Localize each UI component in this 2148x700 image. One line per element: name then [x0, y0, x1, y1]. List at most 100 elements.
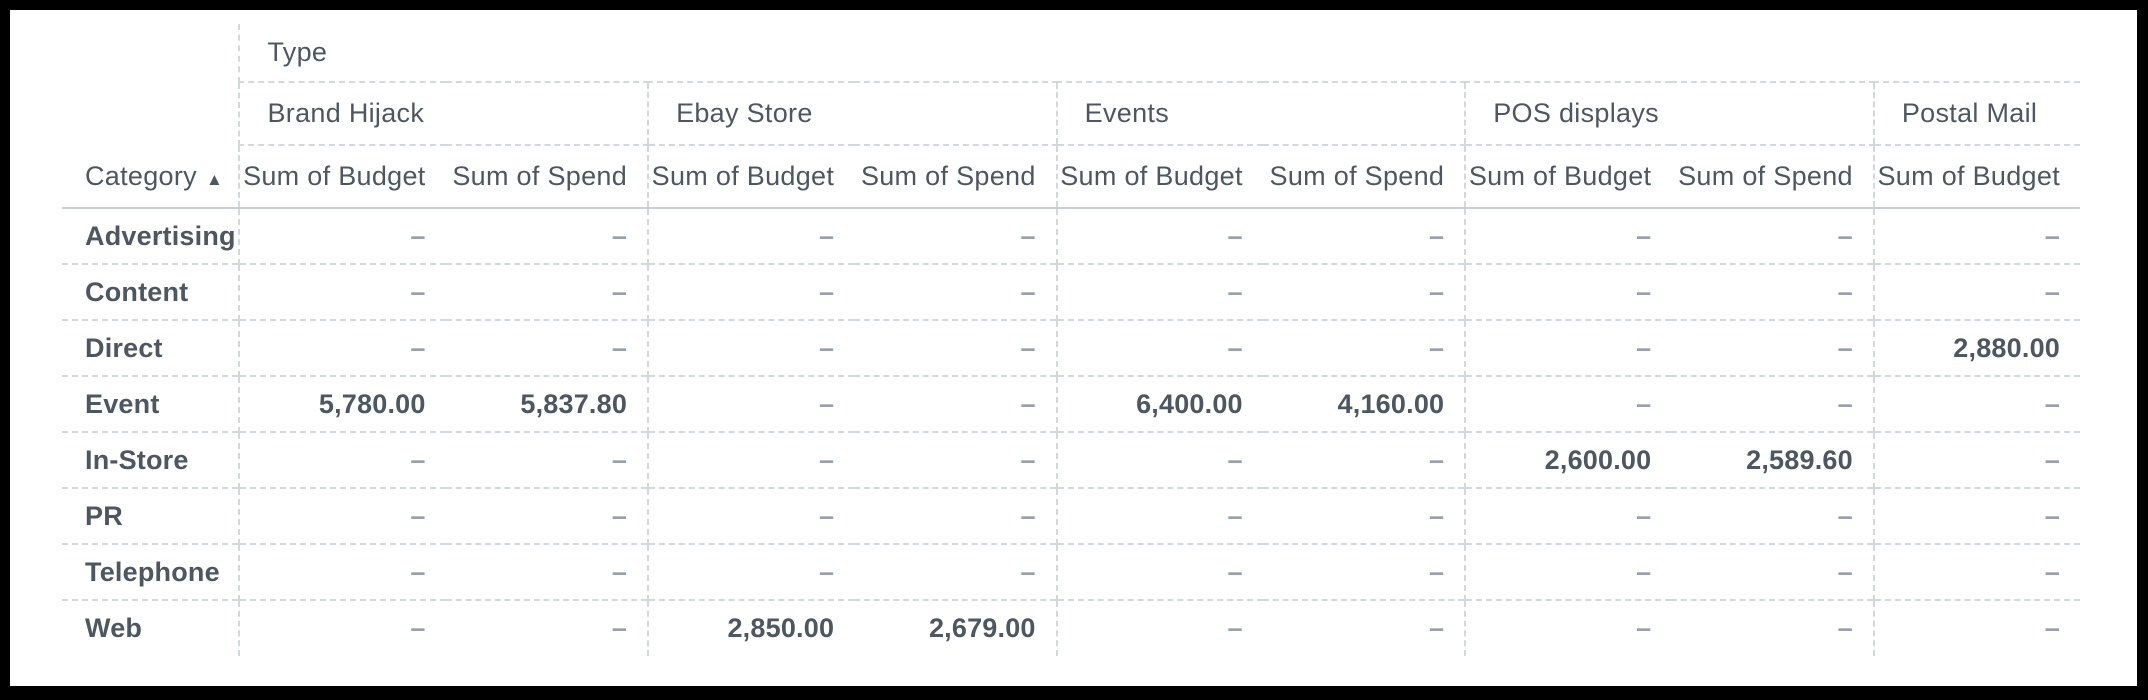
value-cell: –	[854, 375, 1057, 432]
sort-ascending-icon: ▲	[205, 169, 224, 189]
value-cell: –	[854, 263, 1057, 320]
value-cell: –	[445, 543, 649, 600]
table-row: Web – – 2,850.00 2,679.00 – – – – –	[62, 599, 2080, 656]
value-cell: –	[647, 375, 855, 432]
value-cell: –	[238, 599, 446, 656]
value-cell: –	[1055, 431, 1263, 488]
value-cell: 2,850.00	[647, 599, 855, 656]
value-cell: –	[1464, 543, 1672, 600]
value-cell: –	[1020, 220, 1036, 251]
row-label: Direct	[62, 319, 240, 376]
pivot-table: Type Brand Hijack Ebay Store Events POS …	[62, 24, 2080, 656]
column-group-label: Brand Hijack	[238, 82, 649, 146]
value-cell: –	[1055, 599, 1263, 656]
column-dimension-row: Type	[62, 24, 2080, 83]
value-cell: –	[1872, 431, 2080, 488]
column-dimension-title: Type	[238, 24, 2080, 83]
measure-column-header[interactable]: Sum of Spend	[445, 145, 649, 209]
measure-column-header[interactable]: Sum of Budget	[647, 145, 855, 209]
value-cell: –	[1429, 220, 1445, 251]
row-dimension-label: Category	[85, 160, 197, 191]
value-cell: –	[445, 487, 649, 544]
value-cell: –	[1464, 263, 1672, 320]
value-cell: 2,679.00	[854, 599, 1057, 656]
pivot-table-viewport: Type Brand Hijack Ebay Store Events POS …	[10, 10, 2080, 686]
column-group-label: Events	[1055, 82, 1466, 146]
value-cell: –	[238, 543, 446, 600]
table-row: In-Store – – – – – – 2,600.00 2,589.60 –	[62, 431, 2080, 488]
value-cell: –	[1872, 487, 2080, 544]
value-cell: –	[1055, 487, 1263, 544]
row-label: Content	[62, 263, 240, 320]
value-cell: –	[445, 431, 649, 488]
corner-spacer	[62, 82, 239, 145]
column-header-row: Category ▲ Sum of Budget Sum of Spend Sum…	[62, 145, 2080, 209]
value-cell: –	[1872, 208, 2080, 264]
value-cell: 2,600.00	[1464, 431, 1672, 488]
value-cell: –	[445, 599, 649, 656]
value-cell: –	[1872, 263, 2080, 320]
value-cell: –	[445, 319, 649, 376]
row-label: Telephone	[62, 543, 240, 600]
measure-column-header[interactable]: Sum of Budget	[1872, 145, 2080, 209]
table-row: Event 5,780.00 5,837.80 – – 6,400.00 4,1…	[62, 375, 2080, 432]
value-cell: –	[1671, 543, 1874, 600]
value-cell: –	[1262, 431, 1466, 488]
value-cell: –	[1872, 599, 2080, 656]
value-cell: –	[1671, 319, 1874, 376]
value-cell: –	[611, 220, 628, 251]
measure-column-header[interactable]: Sum of Budget	[1055, 145, 1263, 209]
value-cell: –	[1262, 263, 1466, 320]
value-cell: –	[1464, 375, 1672, 432]
pivot-widget-panel: Type Brand Hijack Ebay Store Events POS …	[10, 10, 2137, 686]
value-cell: –	[647, 431, 855, 488]
value-cell: –	[238, 487, 446, 544]
value-cell: –	[445, 263, 649, 320]
measure-column-header[interactable]: Sum of Budget	[238, 145, 446, 209]
value-cell: –	[238, 431, 446, 488]
row-label: Advertising	[85, 220, 236, 251]
row-label: Event	[62, 375, 240, 432]
value-cell: –	[854, 487, 1057, 544]
value-cell: 4,160.00	[1262, 375, 1466, 432]
value-cell: 6,400.00	[1055, 375, 1263, 432]
measure-column-header[interactable]: Sum of Spend	[1671, 145, 1874, 209]
value-cell: –	[647, 208, 855, 264]
value-cell: –	[1872, 543, 2080, 600]
column-group-label: Ebay Store	[647, 82, 1057, 146]
value-cell: 5,780.00	[238, 375, 446, 432]
value-cell: –	[1262, 319, 1466, 376]
value-cell: –	[1262, 543, 1466, 600]
value-cell: –	[1671, 263, 1874, 320]
column-group-row: Brand Hijack Ebay Store Events POS displ…	[62, 82, 2080, 146]
value-cell: –	[647, 263, 855, 320]
value-cell: 2,880.00	[1872, 319, 2080, 376]
table-row: Direct – – – – – – – – 2,880.00	[62, 319, 2080, 376]
measure-column-header[interactable]: Sum of Spend	[854, 145, 1057, 209]
value-cell: –	[1671, 599, 1874, 656]
measure-column-header[interactable]: Sum of Spend	[1262, 145, 1466, 209]
table-row: Advertising – – – – – – – – –	[62, 208, 2080, 264]
value-cell: –	[1671, 487, 1874, 544]
value-cell: –	[1671, 375, 1874, 432]
value-cell: –	[647, 319, 855, 376]
value-cell: –	[1262, 599, 1466, 656]
value-cell: –	[1464, 599, 1672, 656]
value-cell: –	[1464, 319, 1672, 376]
value-cell: –	[238, 263, 446, 320]
row-label: Web	[62, 599, 240, 656]
measure-column-header[interactable]: Sum of Budget	[1464, 145, 1672, 209]
column-group-label: POS displays	[1464, 82, 1874, 146]
value-cell: –	[1055, 263, 1263, 320]
value-cell: –	[647, 543, 855, 600]
corner-spacer	[62, 24, 239, 82]
value-cell: –	[1464, 208, 1672, 264]
value-cell: 2,589.60	[1671, 431, 1874, 488]
value-cell: –	[854, 431, 1057, 488]
row-label: In-Store	[62, 431, 240, 488]
row-dimension-header[interactable]: Category ▲	[62, 145, 240, 209]
value-cell: –	[854, 319, 1057, 376]
value-cell: –	[238, 208, 446, 264]
value-cell: –	[647, 487, 855, 544]
